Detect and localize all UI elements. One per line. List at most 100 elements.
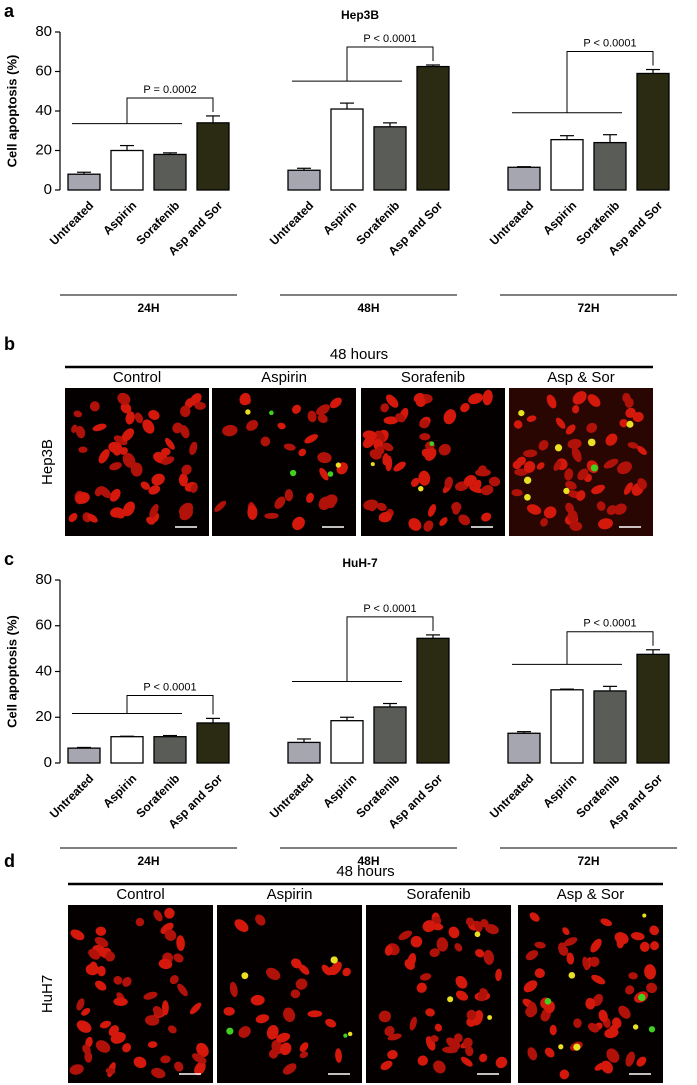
nucleus <box>511 489 523 497</box>
nucleus <box>650 941 659 951</box>
nucleus <box>475 924 483 933</box>
apoptotic-spot <box>269 410 274 416</box>
micrograph <box>217 905 362 1083</box>
column-label: Sorafenib <box>401 369 465 386</box>
nucleus <box>238 1026 251 1038</box>
nucleus <box>105 1067 116 1075</box>
panel-title: 48 hours <box>336 863 394 880</box>
nucleus <box>113 976 123 985</box>
y-tick-label: 0 <box>44 754 52 771</box>
nucleus <box>214 500 227 512</box>
nucleus <box>146 516 155 525</box>
p-value: P < 0.0001 <box>143 681 196 693</box>
nucleus <box>292 516 305 531</box>
nucleus <box>380 1060 393 1071</box>
y-tick-label: 80 <box>35 23 52 40</box>
nucleus <box>603 458 619 469</box>
nucleus <box>588 1022 600 1033</box>
panel-letter: d <box>4 851 15 871</box>
nucleus <box>649 925 659 936</box>
nucleus <box>266 1024 279 1040</box>
nucleus <box>172 422 183 434</box>
micrograph <box>361 388 505 536</box>
nucleus <box>330 961 342 976</box>
nucleus <box>321 964 332 976</box>
nucleus <box>189 1002 202 1015</box>
nucleus <box>646 982 658 994</box>
nucleus <box>573 1018 582 1029</box>
nucleus <box>70 929 85 941</box>
y-tick-label: 40 <box>35 662 52 679</box>
nucleus <box>618 1005 631 1019</box>
bar <box>330 720 364 764</box>
nucleus <box>386 394 399 408</box>
apoptotic-spot <box>474 931 481 938</box>
nucleus <box>255 914 266 926</box>
nucleus <box>536 462 545 470</box>
nucleus <box>76 998 85 1011</box>
nucleus <box>142 419 155 434</box>
row-label: Hep3B <box>39 439 56 485</box>
nucleus <box>571 447 582 463</box>
significance-bracket <box>512 631 654 665</box>
group-label: 24H <box>137 301 159 315</box>
nucleus <box>627 442 639 449</box>
x-tick-label: Untreated <box>267 771 317 821</box>
micrograph <box>518 905 663 1083</box>
nucleus <box>239 392 251 406</box>
group-label: 72H <box>577 854 599 868</box>
nucleus <box>229 981 238 998</box>
significance-bracket <box>72 695 214 715</box>
nucleus <box>173 953 184 963</box>
nucleus <box>362 434 376 449</box>
nucleus <box>525 950 539 961</box>
x-tick-label: Untreated <box>267 198 317 248</box>
nucleus <box>295 978 308 990</box>
nucleus <box>572 391 587 405</box>
nucleus <box>409 1016 417 1031</box>
nucleus <box>71 424 78 433</box>
bar <box>287 741 321 764</box>
nucleus <box>419 973 432 981</box>
nucleus <box>148 410 160 421</box>
x-tick-label: Aspirin <box>100 198 139 237</box>
nucleus <box>121 428 135 442</box>
nucleus <box>528 1001 538 1016</box>
nucleus <box>319 467 329 481</box>
nucleus <box>192 1053 207 1064</box>
panel-letter: c <box>4 549 14 569</box>
nucleus <box>384 1026 395 1037</box>
apoptotic-spot <box>563 487 570 495</box>
nucleus <box>477 465 487 475</box>
row-label: HuH7 <box>39 975 56 1013</box>
nucleus <box>569 521 583 532</box>
nucleus <box>161 447 171 456</box>
nucleus <box>452 505 460 515</box>
apoptotic-spot <box>626 420 634 428</box>
nucleus <box>105 951 116 962</box>
nucleus <box>630 932 645 941</box>
nucleus <box>89 401 100 412</box>
nucleus <box>526 415 537 422</box>
bar <box>507 732 541 764</box>
nucleus <box>586 422 598 433</box>
nucleus <box>591 485 605 495</box>
nucleus <box>540 517 548 527</box>
nucleus <box>122 1043 132 1053</box>
micrograph-bg <box>68 905 213 1083</box>
nucleus <box>558 944 569 956</box>
nucleus <box>122 976 132 987</box>
apoptotic-spot <box>590 464 599 472</box>
nucleus <box>434 1023 443 1032</box>
significance-bracket <box>292 616 434 683</box>
column-label: Control <box>116 886 164 903</box>
nucleus <box>247 504 258 520</box>
nucleus <box>395 413 406 423</box>
apoptotic-spot <box>447 996 454 1003</box>
y-tick-label: 80 <box>35 571 52 588</box>
nucleus <box>623 482 633 495</box>
nucleus <box>429 948 440 958</box>
nucleus <box>152 1006 163 1017</box>
nucleus <box>566 952 575 965</box>
nucleus <box>576 490 586 501</box>
